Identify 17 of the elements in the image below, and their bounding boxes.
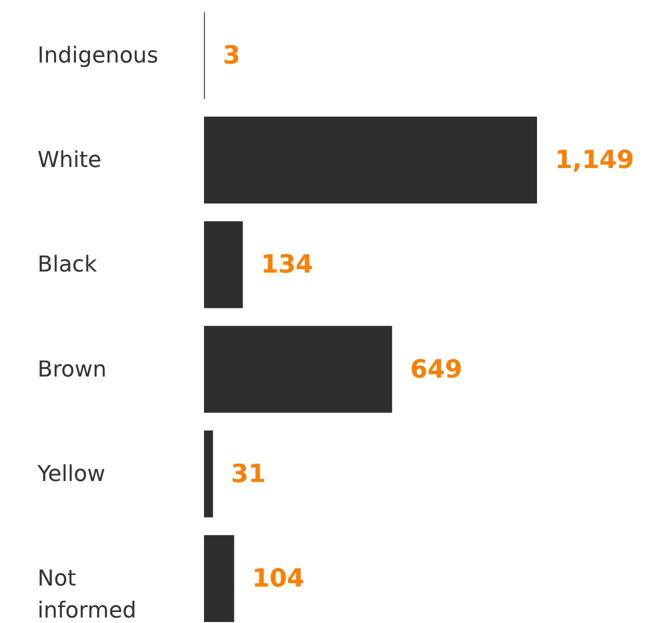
bar <box>204 326 392 413</box>
y-tick-label: Indigenous <box>38 43 158 68</box>
y-tick-label: White <box>38 148 102 174</box>
data-label: 134 <box>260 250 314 279</box>
y-tick-label: Yellow <box>36 462 106 487</box>
bar <box>204 221 243 308</box>
y-tick-label: Not informed <box>38 566 136 623</box>
data-label: 649 <box>410 354 462 384</box>
bar <box>204 116 537 204</box>
y-tick-label: Brown <box>38 357 107 382</box>
data-label: 3 <box>222 40 240 70</box>
bar <box>204 535 234 622</box>
data-label: 31 <box>230 458 266 488</box>
data-label: 104 <box>252 564 304 593</box>
data-label: 1,149 <box>555 145 634 174</box>
bar <box>204 430 213 518</box>
y-tick-label: Black <box>38 252 98 278</box>
